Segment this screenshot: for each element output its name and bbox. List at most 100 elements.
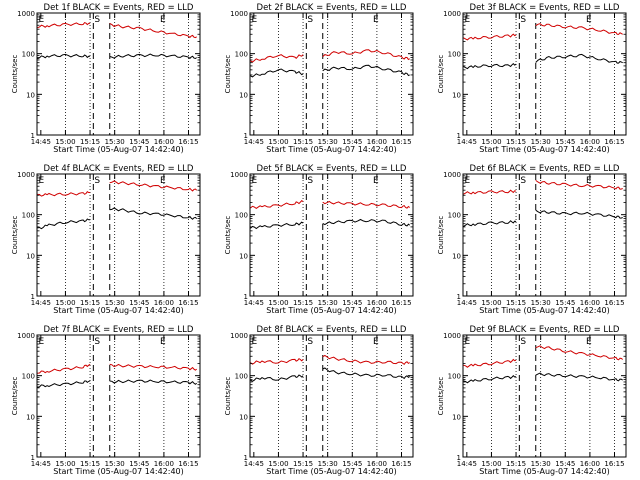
x-tick-label: 14:45 xyxy=(457,299,477,307)
x-tick-label: 15:00 xyxy=(268,299,288,307)
x-tick-label: 15:15 xyxy=(506,299,526,307)
x-tick-label: 14:45 xyxy=(244,138,264,146)
y-tick-label: 100 xyxy=(22,373,35,381)
y-tick-label: 100 xyxy=(22,212,35,220)
y-tick-label: 1 xyxy=(244,132,248,140)
x-tick-label: 15:15 xyxy=(293,460,313,468)
marker-label: E xyxy=(160,176,166,186)
x-axis-label: Start Time (05-Aug-07 14:42:40) xyxy=(266,467,397,476)
x-tick-label: 16:00 xyxy=(154,299,174,307)
y-tick-label: 1000 xyxy=(230,332,248,340)
series-line-lld-2 xyxy=(322,200,411,209)
y-tick-label: 1 xyxy=(457,132,461,140)
y-tick-label: 100 xyxy=(235,212,248,220)
y-tick-label: 1000 xyxy=(230,171,248,179)
x-tick-label: 16:00 xyxy=(367,138,387,146)
x-tick-label: 16:15 xyxy=(391,299,411,307)
plot-frame xyxy=(462,334,627,458)
marker-label: E xyxy=(39,176,45,186)
plot-frame xyxy=(462,173,627,297)
series-line-events-2 xyxy=(109,379,198,385)
x-tick-label: 16:15 xyxy=(178,138,198,146)
series-line-events-1 xyxy=(37,53,91,60)
x-tick-label: 16:15 xyxy=(391,460,411,468)
series-line-lld-2 xyxy=(535,179,623,190)
chart-title: Det 1f BLACK = Events, RED = LLD xyxy=(44,3,194,13)
x-tick-label: 15:30 xyxy=(105,138,125,146)
plot-frame xyxy=(36,173,201,297)
chart-title: Det 8f BLACK = Events, RED = LLD xyxy=(257,325,407,335)
chart-title: Det 2f BLACK = Events, RED = LLD xyxy=(257,3,407,13)
x-tick-label: 15:00 xyxy=(55,460,75,468)
x-tick-label: 15:30 xyxy=(318,138,338,146)
plot-frame xyxy=(249,12,414,136)
marker-label: E xyxy=(252,15,258,25)
x-tick-label: 15:15 xyxy=(506,460,526,468)
series-line-lld-1 xyxy=(37,191,91,197)
series-line-lld-1 xyxy=(37,21,91,29)
x-tick-label: 15:30 xyxy=(531,138,551,146)
y-axis-label: Counts/sec xyxy=(224,55,232,94)
chart-panel-6: Det 6f BLACK = Events, RED = LLD 1 10 100 10… xyxy=(437,164,627,315)
chart-panel-7: Det 7f BLACK = Events, RED = LLD 1 10 100 10… xyxy=(11,325,201,476)
chart-panel-9: Det 9f BLACK = Events, RED = LLD 1 10 100 10… xyxy=(437,325,627,476)
x-tick-label: 16:00 xyxy=(154,138,174,146)
y-tick-label: 10 xyxy=(26,413,35,421)
series-line-events-2 xyxy=(322,218,411,227)
y-tick-label: 100 xyxy=(448,212,461,220)
x-axis-label: Start Time (05-Aug-07 14:42:40) xyxy=(53,467,184,476)
x-tick-label: 16:15 xyxy=(604,460,624,468)
marker-label: S xyxy=(94,337,100,347)
x-tick-label: 16:15 xyxy=(604,299,624,307)
y-axis-label: Counts/sec xyxy=(224,377,232,416)
marker-label: S xyxy=(94,15,100,25)
y-tick-label: 1 xyxy=(244,293,248,301)
marker-label: S xyxy=(520,15,526,25)
marker-label: S xyxy=(520,176,526,186)
x-tick-label: 15:15 xyxy=(80,138,100,146)
series-line-events-2 xyxy=(109,207,198,220)
x-tick-label: 15:45 xyxy=(129,299,149,307)
plot-frame xyxy=(36,334,201,458)
series-line-lld-2 xyxy=(322,49,410,61)
y-tick-label: 100 xyxy=(22,51,35,59)
x-axis-label: Start Time (05-Aug-07 14:42:40) xyxy=(266,145,397,154)
chart-panel-5: Det 5f BLACK = Events, RED = LLD 1 10 100 10… xyxy=(224,164,414,315)
x-tick-label: 14:45 xyxy=(31,460,51,468)
y-tick-label: 1000 xyxy=(443,171,461,179)
series-line-lld-1 xyxy=(463,33,517,41)
x-tick-label: 15:45 xyxy=(342,460,362,468)
x-tick-label: 15:00 xyxy=(55,138,75,146)
marker-label: E xyxy=(39,15,45,25)
x-tick-label: 16:00 xyxy=(154,460,174,468)
series-line-events-1 xyxy=(37,218,91,230)
series-line-lld-1 xyxy=(250,200,304,210)
plot-frame xyxy=(462,12,627,136)
marker-label: S xyxy=(307,337,313,347)
x-tick-label: 14:45 xyxy=(31,299,51,307)
x-tick-label: 15:00 xyxy=(268,138,288,146)
x-tick-label: 15:45 xyxy=(555,460,575,468)
marker-label: E xyxy=(465,176,471,186)
marker-label: E xyxy=(586,176,592,186)
marker-label: E xyxy=(160,337,166,347)
marker-label: E xyxy=(373,176,379,186)
x-tick-label: 15:00 xyxy=(481,299,501,307)
series-line-events-1 xyxy=(463,374,517,384)
y-axis-label: Counts/sec xyxy=(11,377,19,416)
y-tick-label: 100 xyxy=(448,373,461,381)
x-tick-label: 15:00 xyxy=(481,460,501,468)
plot-frame xyxy=(36,12,201,136)
marker-label: E xyxy=(586,337,592,347)
marker-label: E xyxy=(373,337,379,347)
x-tick-label: 15:15 xyxy=(506,138,526,146)
y-tick-label: 10 xyxy=(239,252,248,260)
x-axis-label: Start Time (05-Aug-07 14:42:40) xyxy=(479,306,610,315)
marker-label: S xyxy=(520,337,526,347)
series-line-events-1 xyxy=(463,63,517,70)
x-tick-label: 15:45 xyxy=(555,138,575,146)
y-tick-label: 1000 xyxy=(443,332,461,340)
y-tick-label: 100 xyxy=(235,373,248,381)
marker-label: E xyxy=(465,337,471,347)
marker-label: S xyxy=(307,15,313,25)
